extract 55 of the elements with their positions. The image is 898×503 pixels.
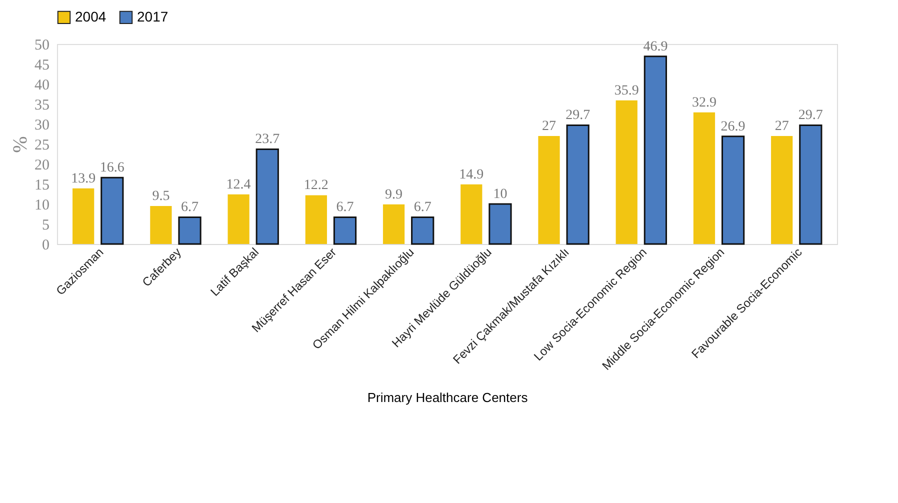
bar [566,124,590,245]
data-label: 23.7 [255,132,280,148]
y-tick-label: 20 [34,158,50,174]
bar [333,216,357,245]
data-label: 29.7 [798,108,823,124]
data-label: 6.7 [336,200,354,216]
x-axis-title: Primary Healthcare Centers [367,390,528,406]
data-label: 14.9 [459,167,484,182]
bar [228,194,250,244]
data-label: 6.7 [414,200,432,216]
data-label: 27 [542,119,556,134]
y-tick-label: 10 [34,198,50,214]
bar [305,195,327,244]
data-label: 32.9 [692,95,716,110]
bar [150,206,172,244]
data-label: 27 [774,119,789,134]
data-label: 9.5 [152,189,170,204]
y-tick-label: 35 [34,98,50,114]
y-tick-label: 30 [34,118,50,134]
bar [644,56,668,245]
legend-label: 2004 [75,8,106,24]
y-tick-label: 40 [34,78,50,94]
bar [100,176,124,245]
bar [721,136,745,245]
bar [616,100,638,244]
bar [460,184,482,244]
bar [178,216,202,245]
bar [382,204,405,244]
data-label: 26.9 [720,119,746,134]
data-label: 6.7 [181,200,199,216]
y-tick-label: 50 [34,38,50,54]
data-label: 12.4 [226,177,251,192]
data-label: 29.7 [566,108,590,124]
data-label: 9.9 [385,187,403,202]
data-label: 13.9 [71,171,96,186]
bar [488,203,512,245]
y-tick-label: 15 [34,178,50,194]
y-axis-title: % [10,136,32,153]
y-tick-label: 0 [42,238,50,254]
bar [799,124,822,245]
data-label: 16.6 [100,160,124,176]
data-label: 35.9 [614,83,639,98]
data-label: 46.9 [643,39,668,54]
bar [771,136,793,244]
data-label: 12.2 [304,178,328,194]
bar [256,148,279,245]
y-tick-label: 5 [42,218,50,234]
bar [411,216,434,245]
data-label: 10 [493,187,508,202]
bar [72,188,94,244]
y-tick-label: 45 [34,58,50,74]
bar [693,112,716,244]
bar [538,136,560,244]
y-tick-label: 25 [34,138,50,154]
legend-label: 2017 [137,8,168,24]
